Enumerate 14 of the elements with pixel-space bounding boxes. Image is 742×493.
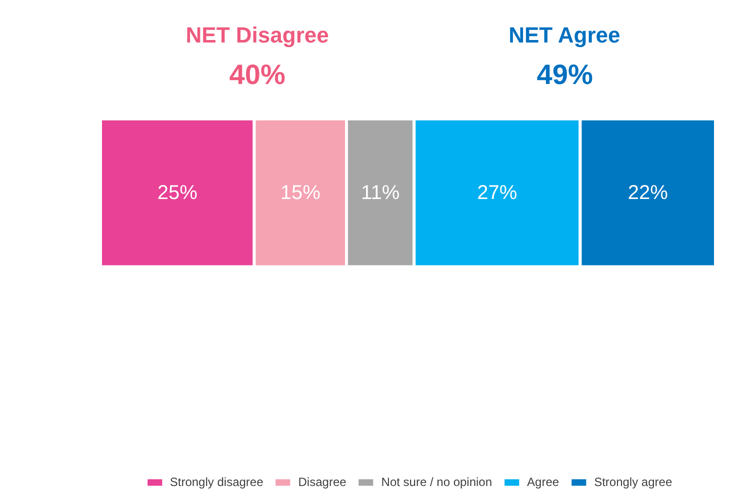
text: 40% bbox=[229, 58, 286, 90]
data-label: 15% bbox=[280, 182, 321, 204]
legend-label: Agree bbox=[527, 475, 560, 489]
legend-label: Strongly disagree bbox=[170, 475, 264, 489]
legend-label: Not sure / no opinion bbox=[381, 475, 492, 489]
legend-label: Disagree bbox=[298, 475, 346, 489]
legend-label: Strongly agree bbox=[594, 475, 672, 489]
data-label: 27% bbox=[477, 182, 518, 204]
data-label: 11% bbox=[361, 182, 400, 204]
text: NET Agree bbox=[508, 22, 620, 48]
text: NET Disagree bbox=[186, 22, 329, 48]
data-label: 22% bbox=[628, 182, 668, 204]
data-label: 25% bbox=[157, 182, 198, 204]
text: 49% bbox=[536, 58, 593, 90]
